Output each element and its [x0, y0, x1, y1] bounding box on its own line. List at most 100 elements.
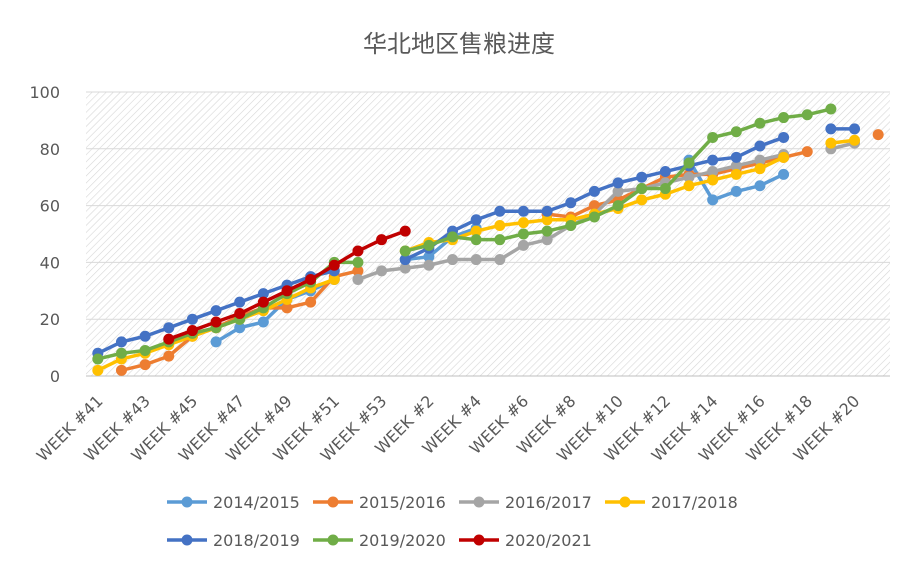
legend-label: 2017/2018 [651, 493, 738, 512]
data-point [825, 103, 837, 115]
y-tick-label: 100 [29, 83, 60, 102]
data-point [683, 171, 695, 183]
data-point [494, 205, 506, 217]
data-point [447, 231, 459, 243]
data-point [730, 185, 742, 197]
data-point [541, 225, 553, 237]
data-point [115, 347, 127, 359]
legend-swatch-marker [327, 496, 339, 508]
data-point [659, 166, 671, 178]
y-tick-label: 60 [40, 197, 60, 216]
data-point [494, 254, 506, 266]
data-point [849, 134, 861, 146]
data-point [825, 137, 837, 149]
data-point [305, 296, 317, 308]
data-point [612, 185, 624, 197]
data-point [588, 211, 600, 223]
legend: 2014/2015 2015/2016 2016/2017 2017/2018 2018… [167, 493, 738, 550]
data-point [352, 273, 364, 285]
legend-swatch-marker [327, 534, 339, 546]
data-point [423, 259, 435, 271]
data-point [399, 225, 411, 237]
data-point [234, 296, 246, 308]
data-point [707, 174, 719, 186]
data-point [754, 163, 766, 175]
data-point [115, 364, 127, 376]
data-point [163, 333, 175, 345]
data-point [754, 180, 766, 192]
legend-item: 2020/2021 [459, 531, 592, 550]
data-point [257, 296, 269, 308]
data-point [754, 117, 766, 129]
data-point [707, 131, 719, 143]
legend-item: 2017/2018 [605, 493, 738, 512]
data-point [612, 200, 624, 212]
data-point [92, 364, 104, 376]
data-point [730, 151, 742, 163]
legend-label: 2014/2015 [213, 493, 300, 512]
data-point [683, 157, 695, 169]
data-point [801, 109, 813, 121]
data-point [257, 316, 269, 328]
data-point [778, 131, 790, 143]
data-point [234, 322, 246, 334]
data-point [115, 336, 127, 348]
data-point [470, 234, 482, 246]
y-tick-label: 20 [40, 310, 60, 329]
data-point [588, 185, 600, 197]
data-point [730, 126, 742, 138]
legend-item: 2014/2015 [167, 493, 300, 512]
data-point [470, 214, 482, 226]
data-point [683, 180, 695, 192]
data-point [754, 140, 766, 152]
data-point [565, 219, 577, 231]
plot-area-background [86, 92, 890, 376]
data-point [778, 168, 790, 180]
y-tick-label: 0 [50, 367, 60, 386]
data-point [470, 225, 482, 237]
data-point [517, 217, 529, 229]
series-2019/2020 [92, 103, 837, 365]
data-point [872, 129, 884, 141]
data-point [186, 325, 198, 337]
data-point [849, 123, 861, 135]
data-point [328, 273, 340, 285]
chart-title: 华北地区售粮进度 [363, 30, 555, 58]
data-point [163, 322, 175, 334]
data-point [517, 205, 529, 217]
data-point [470, 254, 482, 266]
data-point [281, 302, 293, 314]
data-point [541, 234, 553, 246]
legend-item: 2016/2017 [459, 493, 592, 512]
y-tick-label: 80 [40, 140, 60, 159]
data-point [565, 197, 577, 209]
series-layer [92, 103, 884, 376]
series-line [403, 226, 478, 262]
y-tick-label: 40 [40, 253, 60, 272]
legend-label: 2015/2016 [359, 493, 446, 512]
data-point [517, 228, 529, 240]
legend-item: 2015/2016 [313, 493, 446, 512]
data-point [257, 288, 269, 300]
data-point [328, 259, 340, 271]
data-point [541, 205, 553, 217]
data-point [352, 265, 364, 277]
legend-swatch-marker [181, 534, 193, 546]
data-point [778, 112, 790, 124]
data-point [447, 254, 459, 266]
data-point [825, 123, 837, 135]
legend-label: 2019/2020 [359, 531, 446, 550]
data-point [376, 234, 388, 246]
data-point [186, 313, 198, 325]
legend-swatch-marker [473, 534, 485, 546]
data-point [659, 183, 671, 195]
data-point [517, 239, 529, 251]
data-point [423, 239, 435, 251]
data-point [163, 350, 175, 362]
data-point [210, 336, 222, 348]
data-point [423, 251, 435, 263]
data-point [541, 214, 553, 226]
data-point [707, 194, 719, 206]
data-point [494, 234, 506, 246]
